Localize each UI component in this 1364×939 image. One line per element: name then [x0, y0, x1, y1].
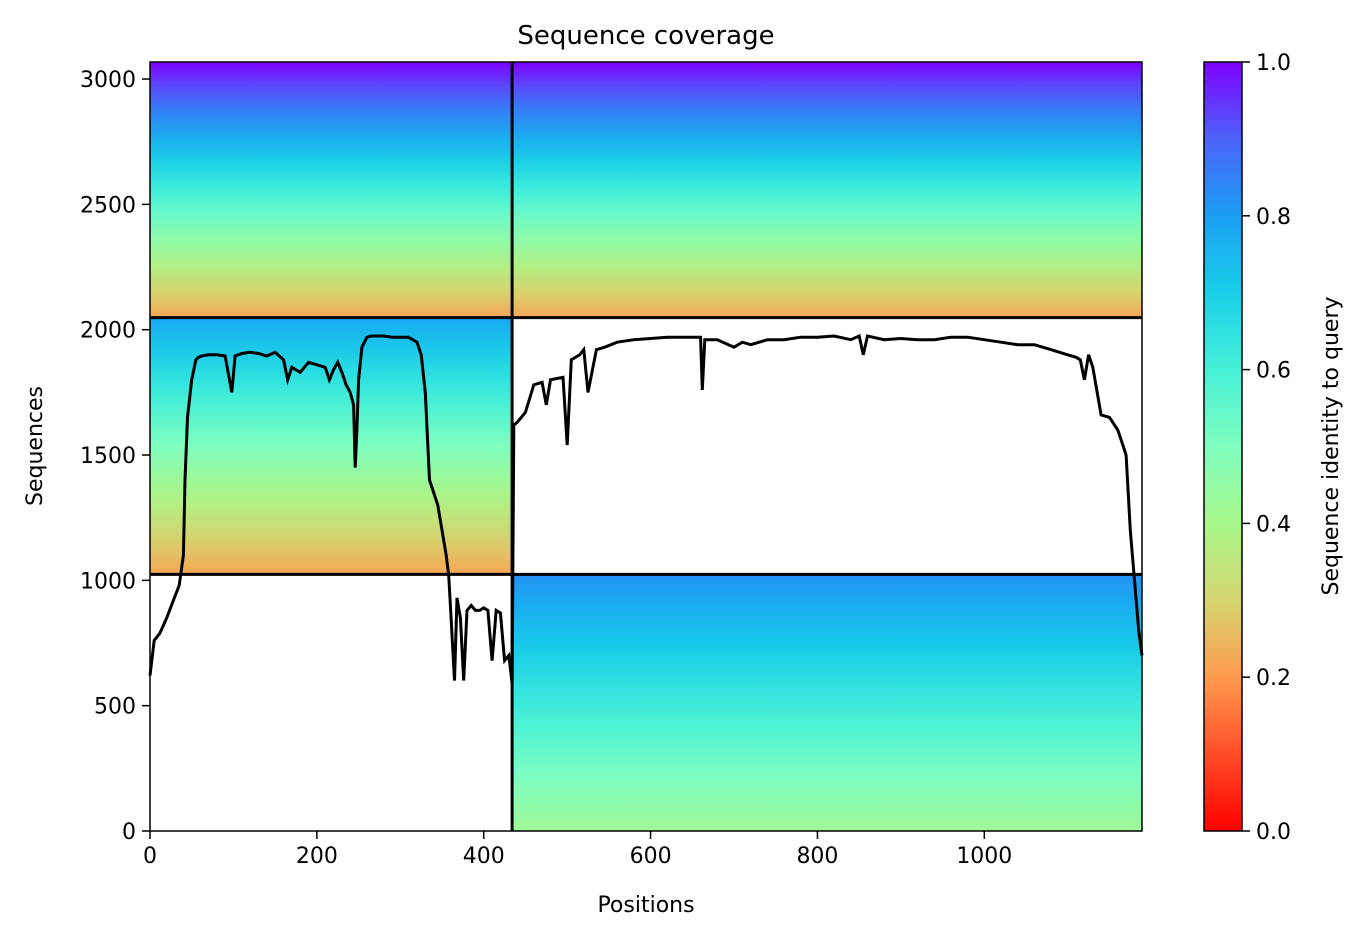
x-tick-label: 800	[796, 844, 838, 869]
y-tick-label: 2000	[80, 319, 136, 344]
colorbar-tick-label: 0.8	[1256, 205, 1291, 230]
y-tick-label: 3000	[80, 68, 136, 93]
block-boundaries	[150, 62, 1142, 831]
colorbar-ticks: 0.0 0.2 0.4 0.6 0.8 1.0	[1242, 51, 1291, 845]
coverage-block	[512, 62, 1142, 318]
colorbar-tick-label: 0.0	[1256, 820, 1291, 845]
coverage-block	[150, 62, 513, 318]
y-axis-ticks: 0 500 1000 1500 2000 2500 3000	[80, 68, 150, 845]
y-tick-label: 0	[122, 820, 136, 845]
coverage-block	[150, 317, 513, 575]
colorbar-tick-label: 0.2	[1256, 666, 1291, 691]
colorbar-label: Sequence identity to query	[1319, 296, 1344, 595]
x-tick-label: 1000	[956, 844, 1012, 869]
chart-title: Sequence coverage	[517, 21, 774, 51]
y-tick-label: 1500	[80, 444, 136, 469]
x-axis-label: Positions	[597, 893, 694, 918]
coverage-blocks	[150, 62, 1142, 831]
y-tick-label: 1000	[80, 569, 136, 594]
colorbar-tick-label: 1.0	[1256, 51, 1291, 76]
y-tick-label: 500	[94, 695, 136, 720]
x-tick-label: 200	[296, 844, 338, 869]
x-tick-label: 600	[630, 844, 672, 869]
x-tick-label: 0	[143, 844, 157, 869]
colorbar-tick-label: 0.6	[1256, 359, 1291, 384]
colorbar-tick-label: 0.4	[1256, 512, 1291, 537]
y-tick-label: 2500	[80, 193, 136, 218]
plot-frame	[149, 61, 1143, 832]
colorbar	[1203, 61, 1243, 832]
y-axis-label: Sequences	[23, 386, 48, 506]
coverage-line	[148, 333, 1144, 684]
coverage-block	[512, 574, 1142, 831]
x-axis-ticks: 0 200 400 600 800 1000	[143, 831, 1012, 869]
x-tick-label: 400	[463, 844, 505, 869]
